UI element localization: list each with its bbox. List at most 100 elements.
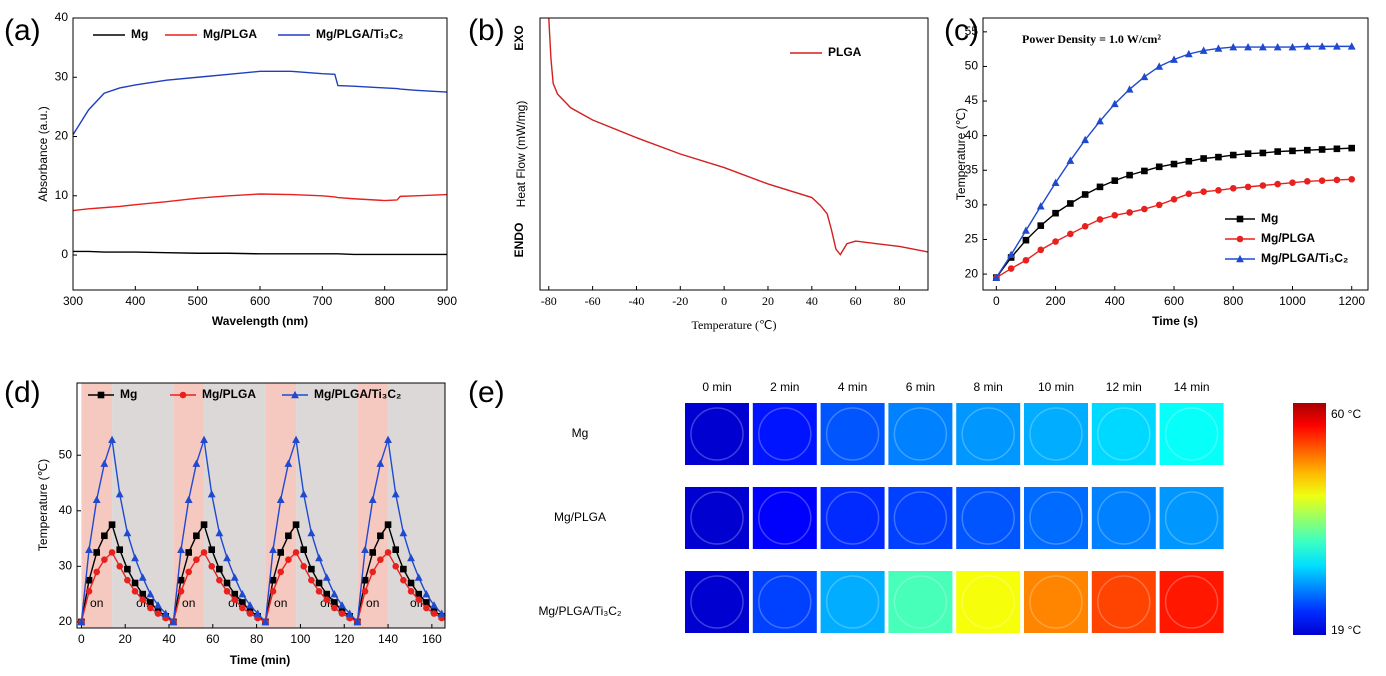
marker [1215,153,1222,161]
x-tick-label: 60 [850,294,862,308]
dish-outline [1097,575,1151,629]
marker [1067,230,1074,238]
marker [116,546,124,553]
x-axis-label: Temperature (℃) [692,318,777,332]
thermal-cell [888,571,953,633]
marker [1111,211,1119,219]
dish-outline [690,407,744,461]
y-tick-label: 20 [55,129,69,143]
marker [331,604,338,612]
y-tick-label: 40 [965,128,979,142]
marker [93,568,101,576]
marker [146,590,155,598]
marker [338,601,346,609]
x-tick-label: -20 [672,294,688,308]
thermal-cell [888,403,953,465]
marker [1289,147,1296,155]
series-line [73,250,447,256]
marker [1111,177,1119,184]
marker [1347,42,1356,50]
phase-label: on [274,596,287,610]
y-tick-label: 50 [965,59,979,73]
thermal-cell [956,487,1021,549]
marker [308,565,315,573]
marker [223,579,231,587]
marker [1141,205,1148,213]
marker [216,565,223,573]
y-tick-label: 35 [965,162,979,176]
marker [1110,99,1119,108]
marker [1333,145,1341,153]
plot-area [548,18,928,256]
marker [277,549,285,556]
plot-area [73,70,447,256]
legend-label: PLGA [828,45,862,59]
marker [285,556,292,563]
dish-outline [961,407,1015,461]
marker [216,576,223,584]
legend-label: Mg/PLGA [1261,231,1315,245]
marker [1244,183,1252,191]
y-axis-label: Temperature (℃) [36,459,50,551]
x-tick-label: 60 [206,632,220,646]
marker [200,435,208,443]
y-tick-label: 40 [55,10,69,24]
thermal-cell [685,487,749,549]
marker [1303,42,1312,50]
marker [1155,201,1163,209]
y-tick-label: 45 [965,93,979,107]
y-tick-label: 30 [59,559,73,573]
marker [238,590,247,598]
marker [361,545,369,553]
x-tick-label: 0 [993,294,1000,308]
x-axis-label: Time (min) [230,653,290,667]
marker [322,573,331,581]
marker [200,549,208,556]
plot-frame [76,382,446,629]
marker [315,588,323,595]
plot-frame [72,17,448,291]
x-tick-label: 600 [250,294,270,308]
phase-band [265,383,297,628]
dish-outline [1164,407,1219,461]
panel-plot: (a) 300 400 500 600 700 800 900 0 10 20 30 40 Wavelen… [4,10,457,328]
marker [177,576,185,584]
legend-marker [179,391,187,399]
phase-band [81,383,113,628]
marker [223,553,231,562]
marker [269,588,277,595]
x-tick-label: 0 [78,632,85,646]
marker [392,546,400,553]
marker [345,609,354,617]
marker [115,490,124,498]
marker [93,549,101,556]
marker [124,576,131,584]
marker [1199,46,1208,54]
marker [154,601,162,609]
thermal-cell [1024,571,1088,633]
marker [1318,146,1326,153]
marker [277,568,285,576]
marker [992,273,1001,281]
marker [108,521,116,528]
marker [1022,226,1030,234]
y-axis-label: Temperature (℃) [954,108,968,200]
marker [1259,149,1267,157]
x-tick-label: 1200 [1338,294,1365,308]
marker [1081,223,1089,230]
dish-outline [1164,491,1219,545]
marker [330,590,339,598]
marker [269,545,277,553]
x-tick-label: 80 [250,632,264,646]
marker [1155,163,1163,171]
x-tick-label: 1000 [1279,294,1306,308]
marker [231,596,239,603]
marker [208,546,216,553]
panel-label: (d) [4,376,41,409]
marker [423,604,430,612]
row-label: Mg/PLGA/Ti₃C₂ [538,604,621,618]
marker [147,599,154,606]
marker [139,596,147,603]
x-tick-label: 120 [334,632,354,646]
